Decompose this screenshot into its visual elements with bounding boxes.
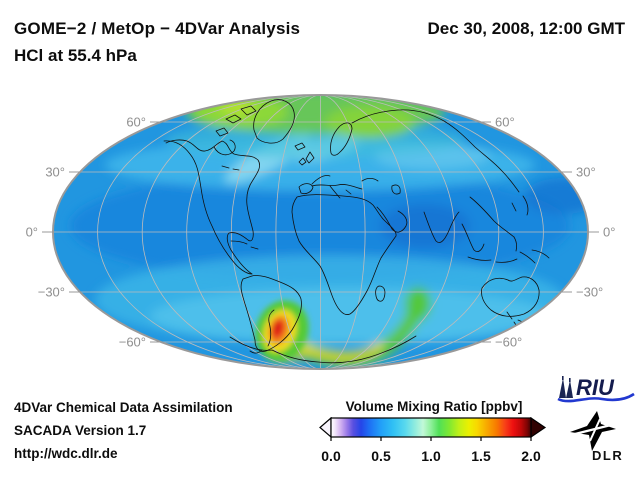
colorbar-tick-labels: 0.0 0.5 1.0 1.5 2.0 bbox=[318, 448, 550, 466]
latitude-labels: 60° 30° 0° −30° −60° 60° 30° 0° −30° −60… bbox=[26, 115, 616, 350]
hcl-field bbox=[53, 95, 588, 369]
lat-label-right-60n: 60° bbox=[495, 115, 515, 130]
lat-label-right-30s: −30° bbox=[576, 285, 603, 300]
dlr-logo-text: DLR bbox=[592, 448, 624, 463]
colorbar-tick-2.0: 2.0 bbox=[521, 448, 541, 464]
colorbar-title: Volume Mixing Ratio [ppbv] bbox=[345, 399, 523, 414]
plot-subtitle: HCl at 55.4 hPa bbox=[14, 46, 137, 65]
lat-label-right-30n: 30° bbox=[576, 165, 596, 180]
colorbar-tick-1.0: 1.0 bbox=[421, 448, 441, 464]
colorbar-left-arrow bbox=[319, 416, 332, 439]
graticule bbox=[53, 95, 588, 369]
riu-logo: RIU bbox=[556, 371, 636, 409]
lat-label-right-60s: −60° bbox=[495, 335, 522, 350]
world-map: 60° 30° 0° −30° −60° 60° 30° 0° −30° −60… bbox=[26, 94, 616, 370]
coastlines bbox=[163, 99, 550, 364]
footer-line-assimilation: 4DVar Chemical Data Assimilation bbox=[14, 400, 233, 415]
lat-label-left-30s: −30° bbox=[38, 285, 65, 300]
colorbar-tick-0.5: 0.5 bbox=[371, 448, 391, 464]
colorbar-tick-1.5: 1.5 bbox=[471, 448, 491, 464]
footer-line-version: SACADA Version 1.7 bbox=[14, 423, 147, 438]
footer-line-url: http://wdc.dlr.de bbox=[14, 446, 118, 461]
lat-label-left-30n: 30° bbox=[45, 165, 65, 180]
plot-title: GOME−2 / MetOp − 4DVar Analysis bbox=[14, 19, 301, 38]
plot-datetime: Dec 30, 2008, 12:00 GMT bbox=[427, 19, 625, 38]
colorbar-tick-0.0: 0.0 bbox=[321, 448, 341, 464]
riu-logo-text: RIU bbox=[576, 375, 615, 400]
dlr-emblem-icon bbox=[570, 411, 616, 451]
cathedral-icon bbox=[559, 376, 573, 398]
dlr-logo: DLR bbox=[570, 411, 636, 467]
riu-wave-icon bbox=[557, 392, 635, 403]
globe-outline bbox=[52, 94, 589, 370]
lat-label-left-60s: −60° bbox=[119, 335, 146, 350]
lat-label-left-0: 0° bbox=[26, 225, 38, 240]
colorbar-right-arrow bbox=[530, 416, 547, 439]
lat-label-right-0: 0° bbox=[603, 225, 615, 240]
colorbar-gradient bbox=[319, 416, 547, 441]
lat-label-left-60n: 60° bbox=[126, 115, 146, 130]
colorbar: Volume Mixing Ratio [ppbv] bbox=[318, 399, 550, 466]
